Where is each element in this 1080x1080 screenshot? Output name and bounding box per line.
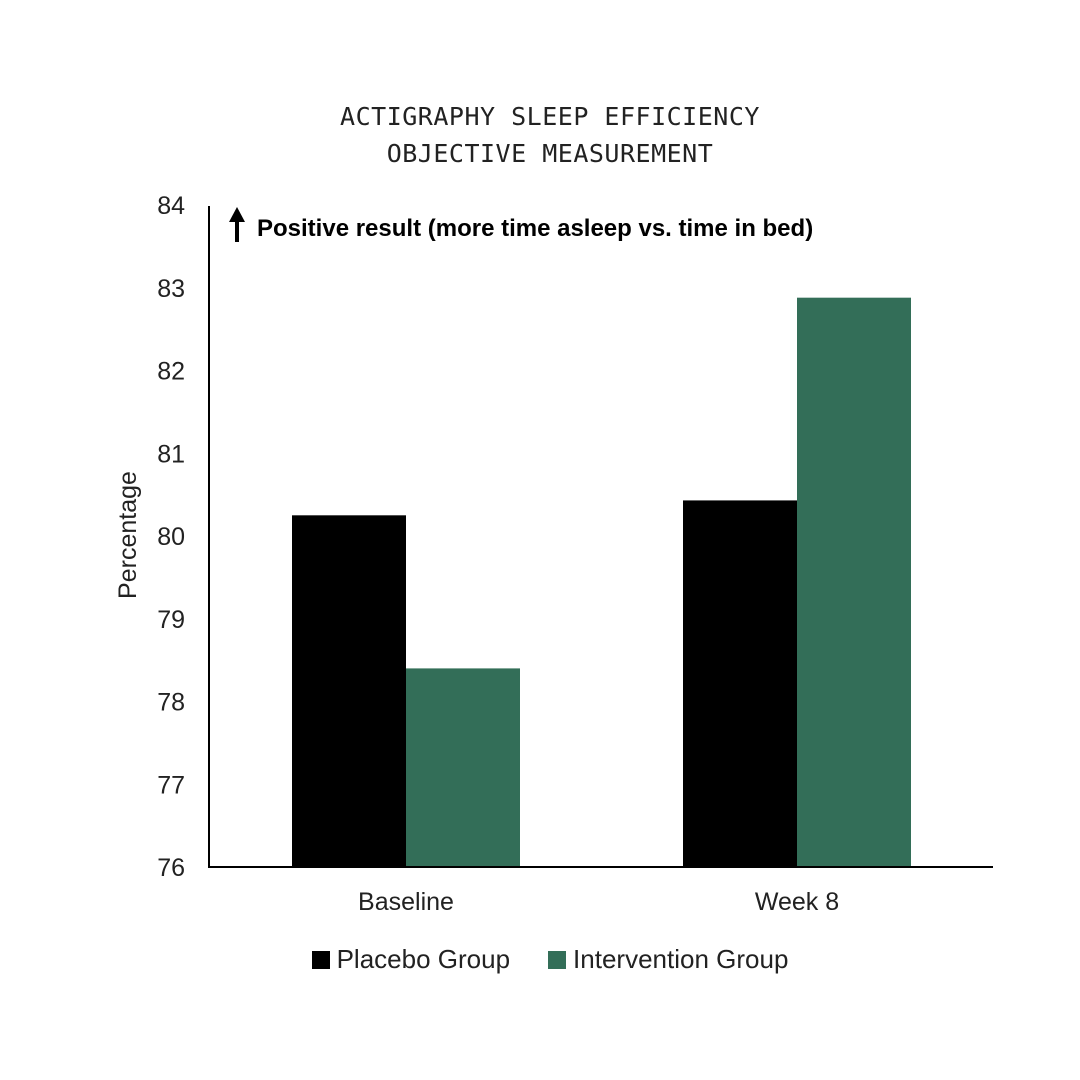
- y-tick-label: 79: [157, 606, 185, 634]
- y-tick-label: 77: [157, 771, 185, 799]
- x-axis-category-labels: Baseline Week 8: [358, 888, 839, 916]
- legend-label: Placebo Group: [336, 944, 511, 974]
- x-category-label: Week 8: [755, 888, 839, 916]
- chart-title-line-1: ACTIGRAPHY SLEEP EFFICIENCY: [340, 102, 760, 131]
- bar-intervention-group-baseline: [406, 668, 520, 867]
- legend-swatch: [548, 950, 567, 969]
- legend-item: Intervention Group: [548, 944, 788, 975]
- bar-placebo-group-baseline: [292, 515, 406, 867]
- y-tick-label: 82: [157, 358, 185, 386]
- y-tick-label: 83: [157, 275, 185, 303]
- legend: Placebo Group Intervention Group: [0, 944, 1080, 975]
- y-tick-label: 80: [157, 523, 185, 551]
- arrow-up-icon: [229, 207, 245, 242]
- legend-item: Placebo Group: [311, 944, 511, 975]
- bar-placebo-group-week-8: [683, 500, 797, 867]
- legend-label: Intervention Group: [573, 944, 789, 974]
- chart-title: ACTIGRAPHY SLEEP EFFICIENCY OBJECTIVE ME…: [0, 98, 1080, 172]
- y-axis-ticks: 76 77 78 79 80 81 82 83 84: [157, 192, 185, 882]
- y-tick-label: 81: [157, 440, 185, 468]
- y-tick-label: 78: [157, 689, 185, 717]
- annotation-text: Positive result (more time asleep vs. ti…: [257, 215, 813, 242]
- y-tick-label: 76: [157, 854, 185, 882]
- bar-intervention-group-week-8: [797, 297, 911, 867]
- y-tick-label: 84: [157, 192, 185, 220]
- bars: [292, 297, 911, 867]
- x-category-label: Baseline: [358, 888, 454, 916]
- chart-title-line-2: OBJECTIVE MEASUREMENT: [386, 139, 714, 168]
- annotation: Positive result (more time asleep vs. ti…: [229, 207, 813, 242]
- legend-swatch: [311, 950, 330, 969]
- y-axis-label: Percentage: [114, 471, 142, 599]
